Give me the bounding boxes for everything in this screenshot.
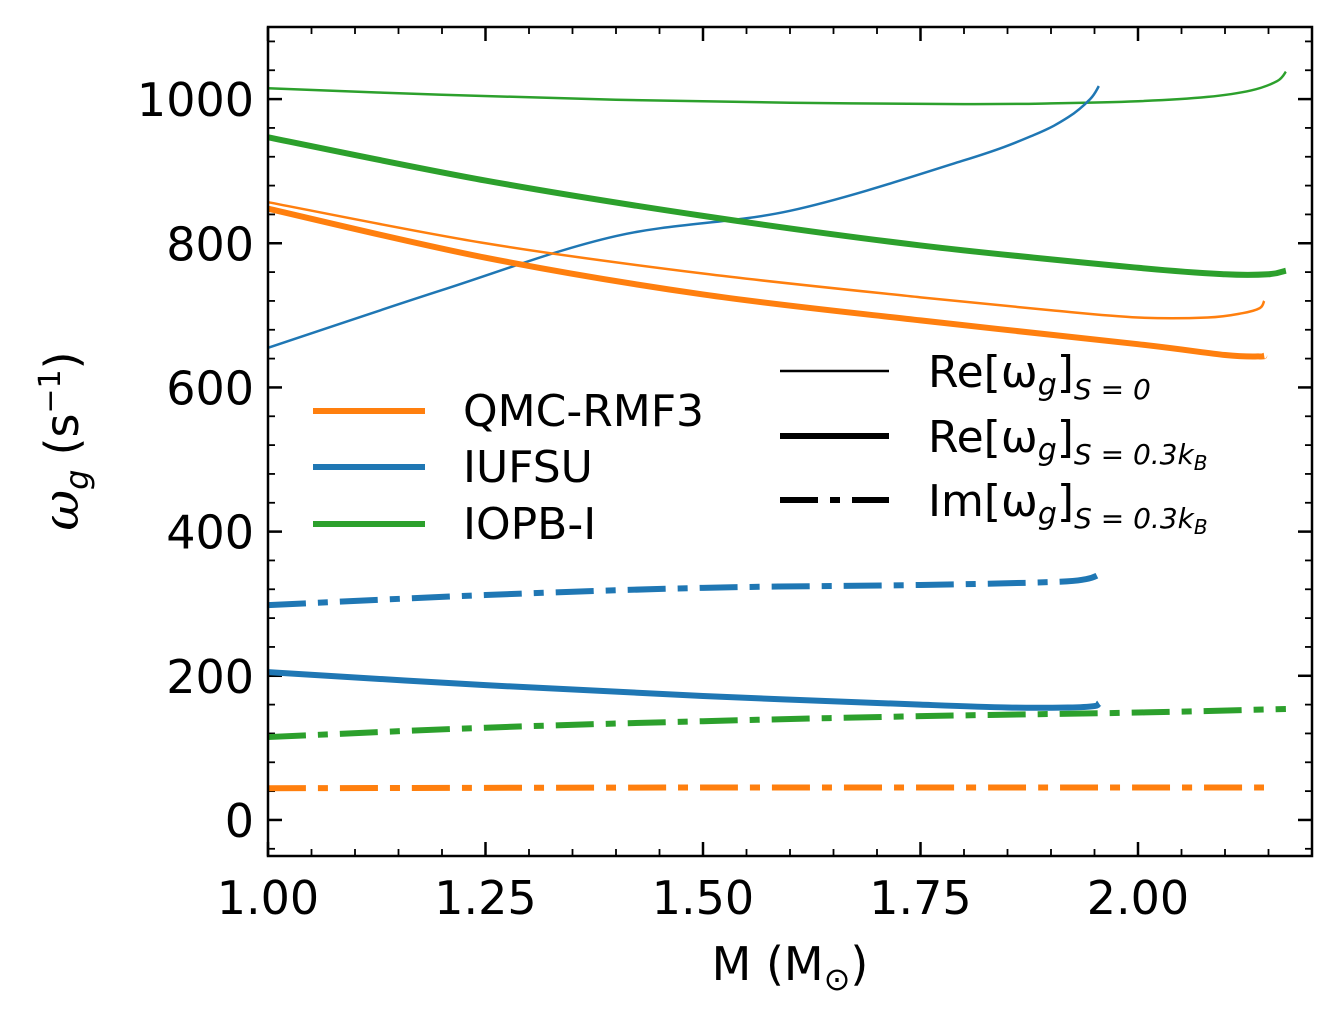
series-line [267, 205, 1268, 360]
series-line [267, 134, 1287, 278]
legend-style-thick-sub: S = 0.3k [1074, 438, 1196, 471]
legend-style-dashdot-g: g [1038, 497, 1057, 532]
tick-labels: 1.00 1.25 1.50 1.75 2.00 0 200 400 600 800 1000 [137, 73, 1189, 925]
legend-style-thick-g: g [1038, 433, 1057, 468]
y-axis-title-sup: −1 [33, 369, 68, 413]
legend-style-dashdot-close: ] [1057, 476, 1074, 527]
y-axis-title-main: ω [32, 490, 90, 531]
legend-style-thin-sub: S = 0 [1074, 373, 1151, 406]
legend-styles: Re[ωg]S = 0 Re[ωg]S = 0.3kB Im[ωg]S = 0.… [780, 347, 1208, 539]
x-tick-label: 1.50 [652, 871, 754, 925]
y-tick-label: 1000 [137, 73, 254, 127]
x-tick-label: 1.75 [869, 871, 971, 925]
y-tick-label: 200 [166, 650, 254, 704]
legend-style-thick-main: Re[ω [928, 412, 1038, 463]
x-axis-title-sub: ⊙ [824, 960, 851, 998]
legend-style-dashdot-subB: B [1194, 515, 1208, 539]
legend-style-dashdot-main: Im[ω [928, 476, 1038, 527]
y-axis-title-sub: g [58, 470, 96, 490]
legend-style-thin-g: g [1038, 368, 1057, 403]
legend-style-dashdot-sub: S = 0.3k [1074, 502, 1196, 535]
series-line [267, 705, 1286, 741]
series-layer [267, 70, 1287, 792]
legend-style-thin-main: Re[ω [928, 347, 1038, 398]
y-axis-title: ωg (s−1) [32, 351, 96, 530]
legend-style-label-thick: Re[ωg]S = 0.3kB [928, 412, 1207, 475]
legend-style-thick-close: ] [1057, 412, 1074, 463]
x-axis-title-close: ) [850, 937, 868, 991]
x-axis-title: M (M⊙) [712, 937, 869, 998]
y-tick-label: 800 [166, 217, 254, 271]
series-line [267, 200, 1266, 320]
legend-style-label-thin: Re[ωg]S = 0 [928, 347, 1151, 406]
plot-frame [266, 25, 1314, 858]
y-axis-title-close: ) [35, 351, 89, 369]
series-line [267, 85, 1100, 349]
x-tick-label: 1.25 [434, 871, 536, 925]
series-line [267, 784, 1265, 792]
legend-style-thick-subB: B [1194, 451, 1208, 475]
legend-model-label-iopb: IOPB-I [463, 499, 596, 550]
legend-model-label-qmc: QMC-RMF3 [463, 386, 704, 437]
y-tick-label: 0 [225, 794, 254, 848]
legend-style-label-dashdot: Im[ωg]S = 0.3kB [928, 476, 1208, 539]
legend-models: QMC-RMF3 IUFSU IOPB-I [313, 386, 704, 550]
x-tick-label: 2.00 [1087, 871, 1189, 925]
legend-style-thin-close: ] [1057, 347, 1074, 398]
y-axis-title-unit: (s [35, 414, 89, 456]
x-tick-label: 1.00 [217, 871, 319, 925]
series-line [267, 669, 1102, 711]
legend-model-label-iufsu: IUFSU [463, 442, 593, 493]
y-tick-label: 600 [166, 361, 254, 415]
y-tick-label: 400 [166, 506, 254, 560]
x-axis-title-main: M (M [712, 937, 824, 991]
series-line [267, 70, 1287, 106]
series-line [267, 572, 1100, 609]
